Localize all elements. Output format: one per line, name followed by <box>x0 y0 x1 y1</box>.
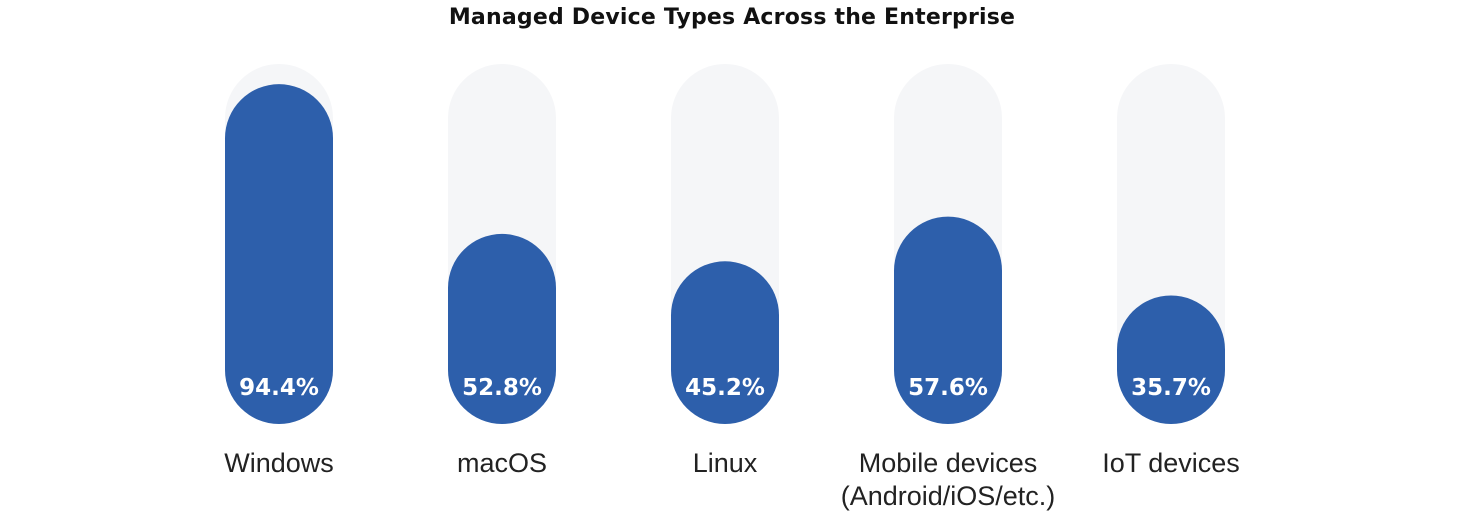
bar <box>671 261 779 424</box>
data-label: 94.4% <box>239 375 319 401</box>
category-label: Mobile devices <box>859 448 1038 478</box>
chart-title: Managed Device Types Across the Enterpri… <box>448 5 1016 30</box>
category-label: IoT devices <box>1102 448 1240 478</box>
bar <box>894 216 1002 424</box>
bar-group: 57.6% Mobile devices(Android/iOS/etc.) <box>841 64 1056 511</box>
bar-group: 35.7% IoT devices <box>1102 64 1240 478</box>
data-label: 45.2% <box>685 375 765 401</box>
bar-group: 52.8% macOS <box>448 64 556 478</box>
data-label: 35.7% <box>1131 375 1211 401</box>
category-label: Windows <box>224 448 334 478</box>
bar-group: 94.4% Windows <box>224 64 334 478</box>
bar <box>1117 295 1225 424</box>
bar <box>225 84 333 424</box>
category-label: macOS <box>457 448 547 478</box>
category-label: Linux <box>693 448 758 478</box>
data-label: 52.8% <box>462 375 542 401</box>
data-label: 57.6% <box>908 375 988 401</box>
bar <box>448 233 556 424</box>
category-label: (Android/iOS/etc.) <box>841 481 1056 511</box>
bar-group: 45.2% Linux <box>671 64 779 478</box>
